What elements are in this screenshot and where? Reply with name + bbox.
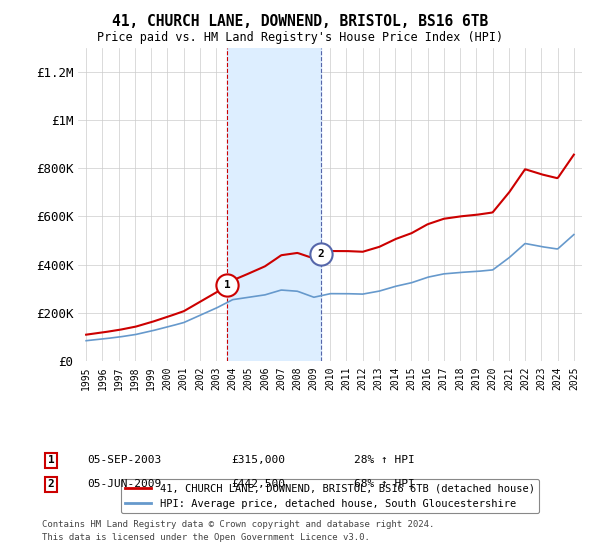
Bar — [227, 48, 320, 361]
Legend: 41, CHURCH LANE, DOWNEND, BRISTOL, BS16 6TB (detached house), HPI: Average price: 41, CHURCH LANE, DOWNEND, BRISTOL, BS16 … — [121, 479, 539, 513]
Text: Price paid vs. HM Land Registry's House Price Index (HPI): Price paid vs. HM Land Registry's House … — [97, 31, 503, 44]
Text: 05-SEP-2003: 05-SEP-2003 — [87, 455, 161, 465]
Text: 68% ↑ HPI: 68% ↑ HPI — [354, 479, 415, 489]
Text: 2: 2 — [317, 249, 324, 259]
Text: 1: 1 — [224, 280, 230, 290]
Text: 28% ↑ HPI: 28% ↑ HPI — [354, 455, 415, 465]
Text: £315,000: £315,000 — [231, 455, 285, 465]
Text: 1: 1 — [47, 455, 55, 465]
Text: Contains HM Land Registry data © Crown copyright and database right 2024.: Contains HM Land Registry data © Crown c… — [42, 520, 434, 529]
Text: This data is licensed under the Open Government Licence v3.0.: This data is licensed under the Open Gov… — [42, 533, 370, 542]
Text: 2: 2 — [47, 479, 55, 489]
Text: 05-JUN-2009: 05-JUN-2009 — [87, 479, 161, 489]
Text: £442,500: £442,500 — [231, 479, 285, 489]
Text: 41, CHURCH LANE, DOWNEND, BRISTOL, BS16 6TB: 41, CHURCH LANE, DOWNEND, BRISTOL, BS16 … — [112, 14, 488, 29]
